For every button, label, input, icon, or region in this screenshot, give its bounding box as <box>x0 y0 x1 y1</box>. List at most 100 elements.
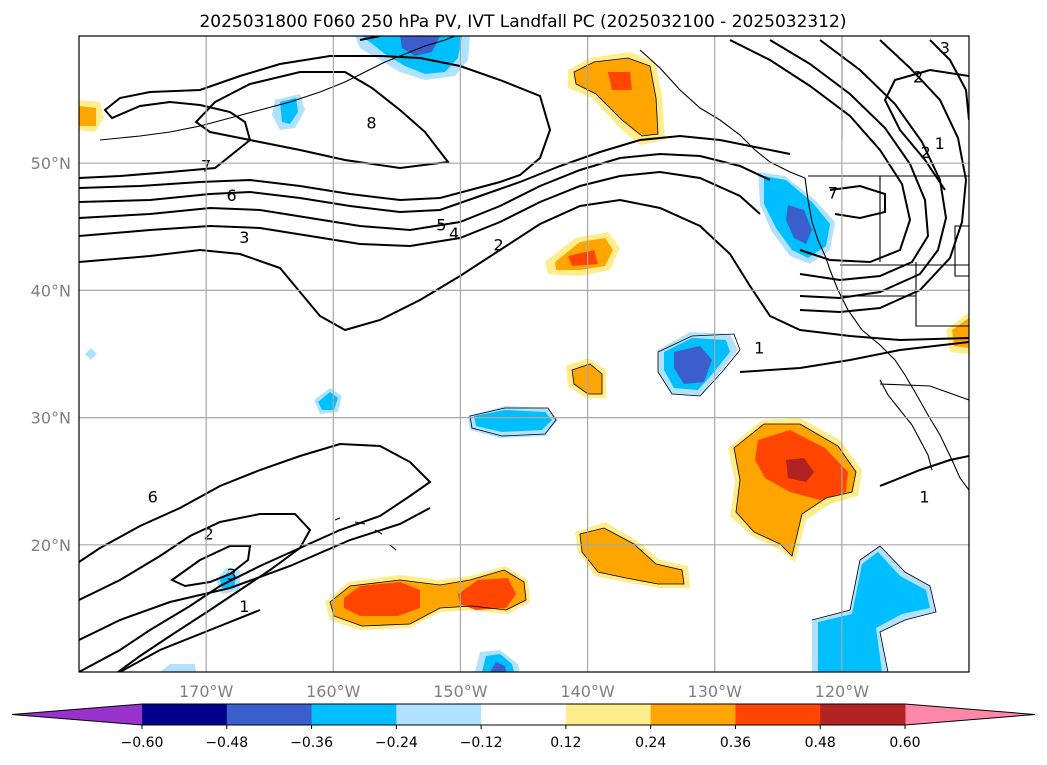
latitude-label: 30°N <box>31 409 71 428</box>
longitude-label: 160°W <box>306 682 361 701</box>
contour-label: 2 <box>913 68 923 87</box>
longitude-label: 150°W <box>433 682 488 701</box>
border-idaho <box>954 225 969 277</box>
shade-region-mid-pos-max <box>568 250 598 266</box>
gridlines <box>79 36 969 672</box>
shade-outline-30n <box>469 407 557 437</box>
colorbar-extend-low <box>12 704 142 725</box>
shade-region-tiny-neg <box>85 348 97 360</box>
colorbar: −0.60 −0.48 −0.36 −0.24 −0.12 0.12 0.24 0.36 0.4… <box>11 703 1036 751</box>
colorbar-extend-high <box>905 704 1035 725</box>
colorbar-segment <box>481 704 567 725</box>
pv-contour-6 <box>79 134 791 214</box>
pv-contour-3-south <box>170 545 252 588</box>
colorbar-segment <box>650 704 736 725</box>
contour-label: 1 <box>754 339 764 358</box>
pv-contour-2-a <box>79 442 432 672</box>
latitude-labels: 50°N 40°N 30°N 20°N <box>31 154 71 555</box>
pv-contour-ridge-3 <box>799 39 948 300</box>
colorbar-tick-label: −0.48 <box>205 735 248 751</box>
contour-label: 2 <box>204 524 214 543</box>
pv-contours <box>79 36 969 672</box>
pv-contour-3 <box>79 198 969 342</box>
shade-outline-se <box>811 545 937 672</box>
shade-region-west-pos-core <box>79 106 96 126</box>
shade-outlines <box>329 57 937 672</box>
pv-contour-6-north <box>359 36 381 41</box>
pv-contour-7-east <box>829 184 886 220</box>
shade-outline-small-pos <box>571 363 603 395</box>
shade-outline-34n <box>657 333 741 397</box>
pv-contour-5 <box>79 152 771 232</box>
shade-region-neg-34n-max <box>674 346 712 384</box>
coastline-aleutians <box>99 55 401 141</box>
colorbar-segment <box>311 704 397 725</box>
colorbar-tick-label: 0.12 <box>550 735 581 751</box>
colorbar-segment <box>820 704 906 725</box>
contour-label: 7 <box>828 183 838 202</box>
shade-region-pnw-neg-max <box>786 205 812 244</box>
contour-label: 2 <box>493 236 503 255</box>
figure-title: 2025031800 F060 250 hPa PV, IVT Landfall… <box>199 12 846 32</box>
shade-region-pos-25n-max <box>786 458 814 482</box>
shade-region-north-neg-core <box>362 36 462 74</box>
coastline-alaska-panhandle <box>639 49 806 179</box>
shade-region-neg-sw <box>160 664 196 672</box>
latitude-label: 40°N <box>31 281 71 300</box>
contour-label: 6 <box>148 487 158 506</box>
shade-region-aleutian-core <box>280 98 298 124</box>
colorbar-segment <box>565 704 652 725</box>
border-oregon-california <box>840 295 969 327</box>
coastline-baja <box>879 379 933 471</box>
pv-contour-ridge-6 <box>883 68 969 191</box>
colorbar-tick-label: 0.48 <box>805 735 836 751</box>
shade-region-neg-se-core <box>818 552 930 672</box>
pv-contour-ridge-2 <box>769 39 930 282</box>
colorbar-tick-label: −0.24 <box>375 735 418 751</box>
shade-region-pos-19n-core <box>580 528 684 584</box>
pv-contour-1-se <box>879 455 969 487</box>
colorbar-segment <box>142 704 228 725</box>
shade-region-pos-16n-red-b <box>458 578 516 610</box>
colorbar-tick-label: −0.36 <box>290 735 333 751</box>
contour-label: 4 <box>449 224 459 243</box>
contour-label: 3 <box>239 228 249 247</box>
colorbar-segment <box>226 704 313 725</box>
pv-contour-7 <box>79 55 552 202</box>
pv-contour-1-south <box>79 507 431 672</box>
shade-region-pos-16n-red-a <box>344 582 420 616</box>
pv-contour-ridge-1 <box>729 39 912 264</box>
pv-contour-1-east <box>739 341 969 373</box>
contour-label: 8 <box>366 113 376 132</box>
colorbar-tick-label: −0.12 <box>460 735 503 751</box>
contour-label: 3 <box>940 38 950 57</box>
shade-outline-goa <box>573 57 659 137</box>
contour-label: 6 <box>226 186 236 205</box>
contour-label: 1 <box>935 134 945 153</box>
pv-contour-8 <box>194 71 450 170</box>
longitude-labels: 170°W 160°W 150°W 140°W 130°W 120°W <box>179 682 869 701</box>
latitude-label: 50°N <box>31 154 71 173</box>
border-us-mexico <box>879 383 969 401</box>
contour-label: 1 <box>919 487 929 506</box>
colorbar-segment <box>735 704 821 725</box>
shade-region-goa-pos-max <box>608 72 632 90</box>
shade-region-neg-30n-core <box>474 410 552 432</box>
pv-contour-ridge-4 <box>799 39 968 314</box>
colorbar-segment <box>396 704 482 725</box>
longitude-label: 130°W <box>688 682 743 701</box>
shade-outline-19n <box>579 527 685 585</box>
map-frame <box>78 35 970 673</box>
colorbar-tick-label: 0.36 <box>720 735 751 751</box>
pv-contour-4 <box>79 170 761 248</box>
pv-contour-2-b <box>79 513 312 672</box>
longitude-label: 170°W <box>179 682 234 701</box>
latitude-label: 20°N <box>31 536 71 555</box>
longitude-label: 140°W <box>560 682 615 701</box>
shade-outline-25n <box>733 423 857 557</box>
shade-region-goa-pos-core <box>574 58 658 136</box>
colorbar-tick-label: 0.60 <box>889 735 920 751</box>
